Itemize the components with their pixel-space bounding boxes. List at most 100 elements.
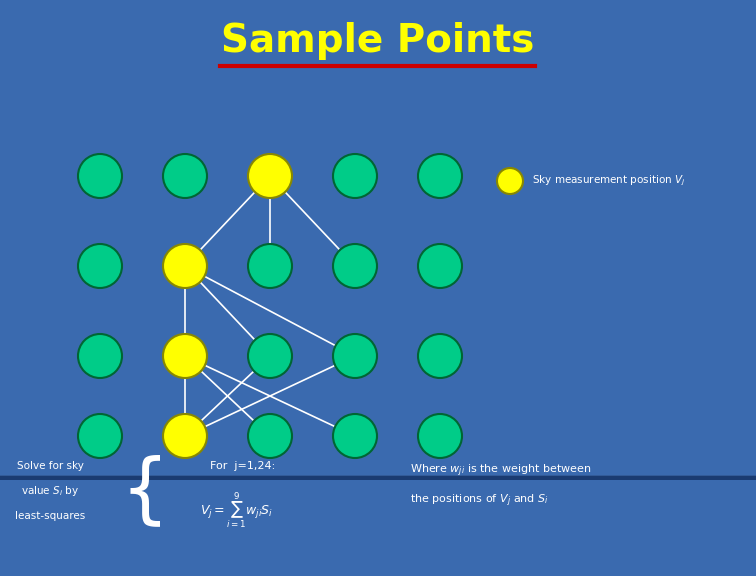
Text: Sky measurement position $V_j$: Sky measurement position $V_j$ xyxy=(532,174,686,188)
Bar xyxy=(0,476,756,478)
Bar xyxy=(0,477,756,478)
Bar xyxy=(0,476,756,478)
Bar xyxy=(0,477,756,478)
Bar xyxy=(0,477,756,478)
Bar xyxy=(0,476,756,477)
Bar xyxy=(0,476,756,477)
Bar xyxy=(0,476,756,478)
Bar xyxy=(0,476,756,478)
Bar xyxy=(0,476,756,478)
Text: For  j=1,24:: For j=1,24: xyxy=(210,461,275,471)
Bar xyxy=(0,476,756,477)
Text: the positions of $V_j$ and $S_i$: the positions of $V_j$ and $S_i$ xyxy=(410,493,549,509)
Bar xyxy=(0,477,756,478)
Bar xyxy=(0,477,756,478)
Bar xyxy=(0,476,756,478)
Bar xyxy=(0,476,756,477)
Circle shape xyxy=(163,244,207,288)
Bar xyxy=(0,476,756,478)
Bar xyxy=(0,476,756,478)
Circle shape xyxy=(418,414,462,458)
Bar xyxy=(0,476,756,478)
Bar xyxy=(0,477,756,478)
Circle shape xyxy=(418,154,462,198)
Bar xyxy=(0,477,756,478)
Bar xyxy=(0,476,756,477)
Bar xyxy=(0,476,756,478)
Circle shape xyxy=(78,414,122,458)
Bar xyxy=(0,476,756,478)
Bar xyxy=(0,476,756,478)
Bar xyxy=(0,476,756,478)
Bar xyxy=(0,477,756,478)
Bar xyxy=(0,477,756,478)
Text: least-squares: least-squares xyxy=(15,511,85,521)
Bar xyxy=(0,476,756,477)
Bar xyxy=(0,477,756,478)
Bar xyxy=(0,476,756,477)
Bar xyxy=(0,476,756,478)
Bar xyxy=(0,477,756,478)
Circle shape xyxy=(333,334,377,378)
Bar xyxy=(0,476,756,477)
Bar xyxy=(0,476,756,477)
Bar xyxy=(0,477,756,478)
Bar xyxy=(0,476,756,478)
Bar xyxy=(0,476,756,477)
Bar xyxy=(0,476,756,478)
Bar xyxy=(0,476,756,478)
Text: $V_j = \sum_{i=1}^{9} w_{ji} S_i$: $V_j = \sum_{i=1}^{9} w_{ji} S_i$ xyxy=(200,491,273,531)
Bar xyxy=(0,477,756,478)
Bar xyxy=(0,476,756,477)
Text: Sample Points: Sample Points xyxy=(222,22,534,60)
Bar xyxy=(0,476,756,478)
Bar xyxy=(0,476,756,477)
Bar xyxy=(0,477,756,478)
Bar xyxy=(0,477,756,478)
Bar xyxy=(0,477,756,478)
Bar xyxy=(0,476,756,478)
Bar xyxy=(0,476,756,478)
Bar xyxy=(0,476,756,478)
Bar xyxy=(0,476,756,477)
Bar xyxy=(0,476,756,478)
Bar xyxy=(0,476,756,478)
Bar xyxy=(0,476,756,478)
Bar xyxy=(0,476,756,478)
Bar xyxy=(0,476,756,477)
Circle shape xyxy=(248,414,292,458)
Circle shape xyxy=(497,168,523,194)
Bar xyxy=(0,477,756,478)
Bar xyxy=(0,476,756,478)
Bar xyxy=(0,476,756,478)
Bar xyxy=(0,476,756,478)
Circle shape xyxy=(333,244,377,288)
Bar xyxy=(0,476,756,477)
Circle shape xyxy=(78,334,122,378)
Text: value $S_i$ by: value $S_i$ by xyxy=(21,484,79,498)
Bar xyxy=(0,477,756,478)
Circle shape xyxy=(163,334,207,378)
Bar xyxy=(0,477,756,478)
Bar xyxy=(0,476,756,478)
Bar xyxy=(0,476,756,478)
Circle shape xyxy=(333,154,377,198)
Circle shape xyxy=(418,244,462,288)
Bar xyxy=(0,477,756,478)
Bar xyxy=(0,476,756,478)
Bar xyxy=(0,477,756,478)
Bar xyxy=(0,476,756,477)
Bar xyxy=(0,476,756,477)
Text: Where $w_{ji}$ is the weight between: Where $w_{ji}$ is the weight between xyxy=(410,463,591,479)
Bar xyxy=(0,477,756,478)
Circle shape xyxy=(78,244,122,288)
Circle shape xyxy=(163,154,207,198)
Bar xyxy=(0,476,756,477)
Circle shape xyxy=(163,414,207,458)
Bar xyxy=(0,477,756,478)
Bar xyxy=(0,476,756,477)
Bar xyxy=(0,476,756,478)
Bar xyxy=(0,476,756,478)
Bar xyxy=(0,477,756,478)
Bar xyxy=(0,477,756,478)
